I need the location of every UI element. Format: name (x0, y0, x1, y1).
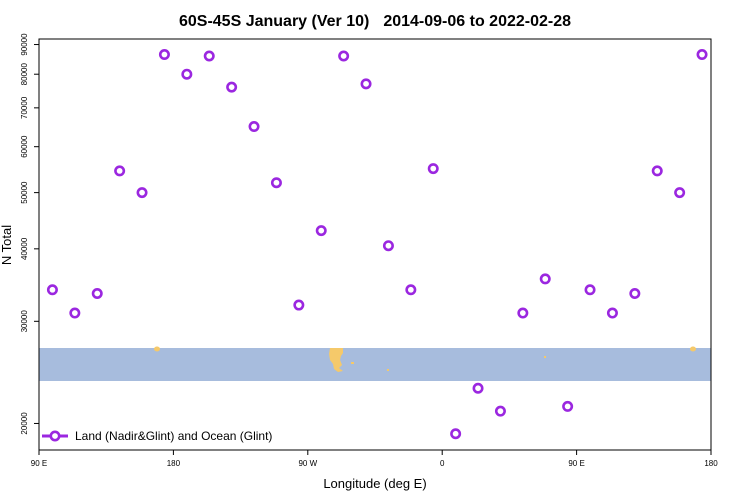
y-tick-label: 40000 (20, 237, 29, 260)
land-patch-tasmania-repeat (690, 346, 696, 352)
data-point (584, 284, 596, 296)
legend-label: Land (Nadir&Glint) and Ocean (Glint) (75, 429, 272, 443)
ocean-band (39, 348, 711, 381)
plot-frame (38, 38, 712, 451)
data-point (46, 284, 58, 296)
land-masses (154, 346, 696, 372)
x-tick-label: 90 W (298, 459, 317, 468)
x-tick-label: 180 (167, 459, 181, 468)
legend-marker (49, 430, 61, 442)
y-tick-label: 30000 (20, 310, 29, 333)
x-tick-label: 90 E (568, 459, 584, 468)
data-point (181, 68, 193, 80)
data-point (696, 49, 708, 61)
y-tick-label: 60000 (20, 135, 29, 158)
y-axis-label: N Total (0, 225, 14, 265)
data-point (517, 307, 529, 319)
legend: Land (Nadir&Glint) and Ocean (Glint) (42, 429, 272, 443)
data-point (158, 49, 170, 61)
x-tick-label: 0 (440, 459, 445, 468)
data-point (562, 400, 574, 412)
x-tick-label: 90 E (31, 459, 47, 468)
land-patch-tasmania-south (154, 346, 160, 352)
data-point (629, 288, 641, 300)
data-point (494, 405, 506, 417)
data-point (674, 187, 686, 199)
y-tick-label: 20000 (20, 412, 29, 435)
data-point (651, 165, 663, 177)
land-patch-kerguelen (544, 356, 546, 358)
data-point (136, 187, 148, 199)
data-point (427, 163, 439, 175)
y-axis: 20000 30000 40000 50000 60000 70000 80000 90000 (20, 33, 39, 435)
data-point (226, 81, 238, 93)
data-point (69, 307, 81, 319)
data-point (203, 50, 215, 62)
map-strip (39, 346, 711, 381)
x-tick-label: 180 (704, 459, 718, 468)
data-point (293, 299, 305, 311)
data-point (405, 284, 417, 296)
data-point (539, 273, 551, 285)
data-point (270, 177, 282, 189)
chart-title: 60S-45S January (Ver 10) 2014-09-06 to 20… (179, 13, 571, 30)
chart-title-daterange: 2014-09-06 to 2022-02-28 (383, 13, 571, 30)
data-point (114, 165, 126, 177)
data-point (472, 382, 484, 394)
x-axis-label: Longitude (deg E) (323, 476, 426, 491)
data-point (315, 225, 327, 237)
y-tick-label: 50000 (20, 181, 29, 204)
y-tick-label: 70000 (20, 96, 29, 119)
land-patch-falklands (351, 362, 354, 364)
data-point (382, 240, 394, 252)
land-patch-patagonia (329, 348, 343, 372)
data-point (606, 307, 618, 319)
data-point (248, 121, 260, 133)
data-point (91, 288, 103, 300)
land-patch-south-georgia (387, 369, 389, 371)
chart-title-main: 60S-45S January (Ver 10) (179, 13, 369, 30)
y-tick-label: 90000 (20, 33, 29, 56)
data-point (338, 50, 350, 62)
data-point (450, 428, 462, 440)
data-point (360, 78, 372, 90)
x-axis: 90 E 180 90 W 0 90 E 180 (31, 450, 718, 468)
y-tick-label: 80000 (20, 63, 29, 86)
data-points (46, 49, 708, 440)
